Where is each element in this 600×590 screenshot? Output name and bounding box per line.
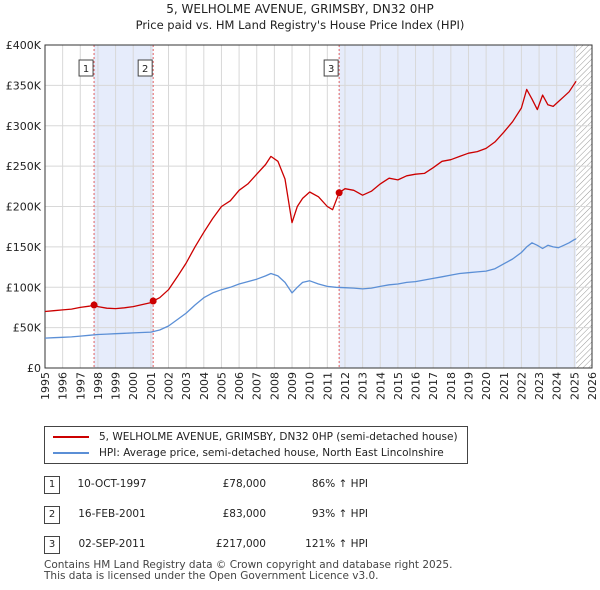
legend-item-property: 5, WELHOLME AVENUE, GRIMSBY, DN32 0HP (s… <box>53 429 458 445</box>
sale-label: 3 <box>328 64 334 75</box>
sale-label-box <box>78 59 94 77</box>
x-tick-label: 2018 <box>445 372 458 400</box>
y-tick-label: £300K <box>6 120 42 133</box>
x-tick-label: 2000 <box>127 372 140 400</box>
x-tick-label: 2026 <box>586 372 599 400</box>
sale-label: 2 <box>142 64 148 75</box>
x-tick-label: 2022 <box>515 372 528 400</box>
x-tick-label: 2014 <box>374 372 387 400</box>
x-tick-label: 2011 <box>321 372 334 400</box>
y-tick-label: £100K <box>6 281 42 294</box>
chart-title: 5, WELHOLME AVENUE, GRIMSBY, DN32 0HP <box>166 2 433 16</box>
x-tick-label: 2019 <box>462 372 475 400</box>
chart-subtitle: Price paid vs. HM Land Registry's House … <box>136 18 465 32</box>
y-tick-label: £200K <box>6 201 42 214</box>
y-tick-label: £0 <box>27 362 41 375</box>
sale-point <box>90 301 98 309</box>
sale-label-box <box>137 59 153 77</box>
x-tick-label: 1998 <box>92 372 105 400</box>
legend-label-hpi: HPI: Average price, semi-detached house,… <box>99 447 444 459</box>
y-tick-label: £250K <box>6 160 42 173</box>
footer-license: This data is licensed under the Open Gov… <box>44 570 379 582</box>
transaction-hpi: 86% ↑ HPI <box>311 478 368 490</box>
transaction-row: 3 02-SEP-2011 £217,000 121% ↑ HPI <box>44 536 424 554</box>
transaction-hpi: 121% ↑ HPI <box>305 538 368 550</box>
x-tick-label: 2013 <box>357 372 370 400</box>
footer-notice: Contains HM Land Registry data © Crown c… <box>44 560 452 582</box>
sale-point <box>335 189 343 197</box>
property-series-line <box>44 80 577 313</box>
legend-swatch-hpi <box>53 452 89 454</box>
legend-label-property: 5, WELHOLME AVENUE, GRIMSBY, DN32 0HP (s… <box>99 431 458 443</box>
legend-item-hpi: HPI: Average price, semi-detached house,… <box>53 445 444 461</box>
x-tick-label: 2017 <box>427 372 440 400</box>
plot-frame <box>44 44 593 369</box>
transaction-number: 3 <box>44 536 60 554</box>
legend: 5, WELHOLME AVENUE, GRIMSBY, DN32 0HP (s… <box>44 426 468 464</box>
x-tick-label: 2003 <box>180 372 193 400</box>
sale-point <box>149 297 157 305</box>
y-tick-label: £150K <box>6 241 42 254</box>
price-chart: 5, WELHOLME AVENUE, GRIMSBY, DN32 0HP Pr… <box>6 2 599 400</box>
transaction-hpi: 93% ↑ HPI <box>311 508 368 520</box>
x-tick-label: 2005 <box>215 372 228 400</box>
footer-copyright: Contains HM Land Registry data © Crown c… <box>44 559 453 571</box>
transaction-price: £78,000 <box>222 478 266 490</box>
x-tick-label: 1997 <box>74 372 87 400</box>
transaction-date: 02-SEP-2011 <box>78 538 146 550</box>
sale-label: 1 <box>83 64 89 75</box>
x-tick-label: 1995 <box>39 372 52 400</box>
x-tick-label: 2007 <box>251 372 264 400</box>
x-tick-label: 2024 <box>551 372 564 400</box>
x-tick-label: 1999 <box>110 372 123 400</box>
hpi-series-line <box>44 238 577 339</box>
sale-label-box <box>323 59 339 77</box>
x-tick-label: 2025 <box>568 372 581 400</box>
x-tick-label: 2023 <box>533 372 546 400</box>
transaction-number: 1 <box>44 476 60 494</box>
y-tick-label: £400K <box>6 39 42 52</box>
transaction-number: 2 <box>44 506 60 524</box>
x-tick-label: 2002 <box>163 372 176 400</box>
transaction-row: 1 10-OCT-1997 £78,000 86% ↑ HPI <box>44 476 424 494</box>
legend-swatch-property <box>53 436 89 438</box>
transaction-price: £83,000 <box>222 508 266 520</box>
transaction-date: 10-OCT-1997 <box>77 478 147 490</box>
transaction-date: 16-FEB-2001 <box>78 508 146 520</box>
x-tick-label: 2012 <box>339 372 352 400</box>
x-tick-label: 2015 <box>392 372 405 400</box>
x-tick-label: 1996 <box>57 372 70 400</box>
x-tick-label: 2021 <box>498 372 511 400</box>
x-tick-label: 2004 <box>198 372 211 400</box>
y-tick-label: £50K <box>13 322 42 335</box>
x-tick-label: 2016 <box>410 372 423 400</box>
x-tick-label: 2001 <box>145 372 158 400</box>
transaction-price: £217,000 <box>215 538 266 550</box>
y-tick-label: £350K <box>6 79 42 92</box>
x-tick-label: 2008 <box>268 372 281 400</box>
x-tick-label: 2006 <box>233 372 246 400</box>
transaction-row: 2 16-FEB-2001 £83,000 93% ↑ HPI <box>44 506 424 524</box>
x-tick-label: 2020 <box>480 372 493 400</box>
x-tick-label: 2009 <box>286 372 299 400</box>
x-tick-label: 2010 <box>304 372 317 400</box>
